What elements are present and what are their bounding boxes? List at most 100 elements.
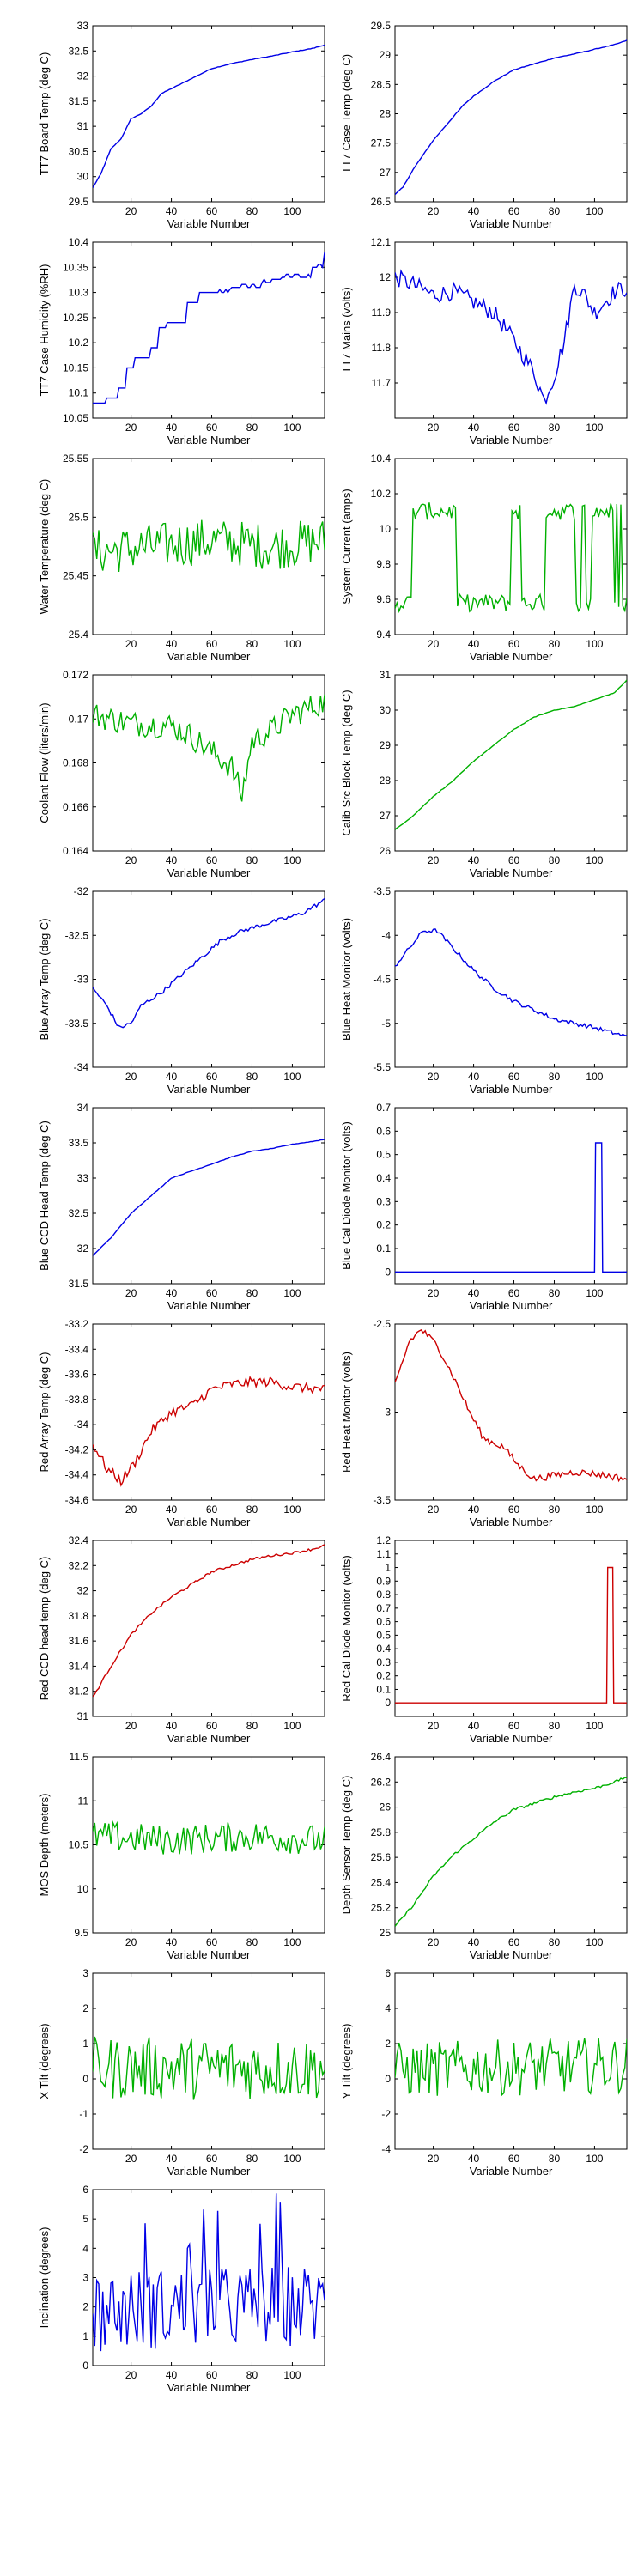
x-tick-label: 20 bbox=[428, 638, 440, 650]
y-tick-label: 31.4 bbox=[69, 1660, 89, 1672]
chart-panel-p1: 20 40 60 80 100 29.5 30 30.5 31 31.5 32 32.5 33 Varia… bbox=[38, 20, 325, 230]
x-tick-label: 40 bbox=[166, 854, 178, 866]
x-tick-label: 100 bbox=[586, 2153, 603, 2165]
y-tick-label: -3.5 bbox=[373, 885, 391, 897]
series-line bbox=[93, 2036, 325, 2100]
y-tick-label: 0.7 bbox=[376, 1602, 391, 1614]
x-tick-label: 100 bbox=[283, 1936, 301, 1948]
y-tick-label: 29 bbox=[380, 49, 392, 61]
y-tick-label: 25.5 bbox=[69, 511, 89, 523]
chart-panel-p13: 20 40 60 80 100 -34.6 -34.4 -34.2 -34 -33.8 -33.6 -… bbox=[38, 1318, 325, 1528]
y-tick-label: 32.4 bbox=[69, 1534, 89, 1546]
x-tick-label: 20 bbox=[125, 205, 137, 217]
x-tick-label: 40 bbox=[166, 2153, 178, 2165]
x-axis-label: Variable Number bbox=[470, 1516, 553, 1528]
x-tick-label: 40 bbox=[468, 1287, 480, 1299]
x-axis-label: Variable Number bbox=[167, 434, 251, 447]
y-tick-label: 31.5 bbox=[69, 1278, 89, 1290]
y-tick-label: 9.5 bbox=[74, 1927, 88, 1939]
x-tick-label: 20 bbox=[428, 1504, 440, 1516]
x-axis-label: Variable Number bbox=[167, 1083, 251, 1096]
y-tick-label: 10.15 bbox=[63, 361, 88, 374]
y-tick-label: 11.9 bbox=[372, 307, 392, 319]
x-tick-label: 100 bbox=[586, 854, 603, 866]
chart-panel-p6: 20 40 60 80 100 9.4 9.6 9.8 10 10.2 10.4 Variable N… bbox=[340, 453, 628, 663]
x-tick-label: 60 bbox=[508, 1504, 520, 1516]
y-tick-label: 1 bbox=[82, 2038, 88, 2050]
x-tick-label: 60 bbox=[206, 1936, 218, 1948]
series-line bbox=[395, 679, 627, 830]
y-tick-label: 32.5 bbox=[69, 45, 89, 57]
y-tick-label: 4 bbox=[82, 2242, 88, 2254]
x-tick-label: 40 bbox=[468, 205, 480, 217]
x-axis-label: Variable Number bbox=[167, 650, 251, 663]
x-tick-label: 100 bbox=[283, 854, 301, 866]
series-line bbox=[395, 269, 627, 405]
y-axis-label: TT7 Case Humidity (%RH) bbox=[38, 264, 51, 397]
y-tick-label: 26.4 bbox=[371, 1751, 392, 1763]
y-tick-label: -5 bbox=[381, 1018, 391, 1030]
chart-panel-p18: 20 40 60 80 100 25 25.2 25.4 25.6 25.8 26 26.2 26.4 V… bbox=[340, 1751, 628, 1961]
x-tick-label: 100 bbox=[283, 2153, 301, 2165]
y-tick-label: 31 bbox=[380, 669, 392, 681]
y-tick-label: 0.166 bbox=[63, 801, 88, 813]
chart-panel-p19: 20 40 60 80 100 -2 -1 0 1 2 3 Variable Number X Tilt… bbox=[38, 1967, 325, 2178]
x-tick-label: 80 bbox=[549, 2153, 561, 2165]
y-axis-label: Red Cal Diode Monitor (volts) bbox=[340, 1555, 353, 1702]
plot-area bbox=[92, 890, 325, 1068]
x-tick-label: 80 bbox=[246, 1720, 258, 1732]
y-tick-label: 0.9 bbox=[376, 1575, 391, 1587]
y-tick-label: 1.2 bbox=[376, 1534, 391, 1546]
y-tick-label: 0.3 bbox=[376, 1656, 391, 1668]
x-tick-label: 100 bbox=[586, 638, 603, 650]
series-line bbox=[395, 2038, 627, 2097]
x-tick-label: 60 bbox=[206, 2153, 218, 2165]
y-tick-label: 0.172 bbox=[63, 669, 88, 681]
x-tick-label: 40 bbox=[166, 1720, 178, 1732]
chart-panel-p12: 20 40 60 80 100 0 0.1 0.2 0.3 0.4 0.5 0.6 0.7 Variabl… bbox=[340, 1102, 628, 1312]
x-tick-label: 60 bbox=[206, 205, 218, 217]
y-tick-label: 12.1 bbox=[371, 236, 392, 248]
y-axis-label: TT7 Board Temp (deg C) bbox=[38, 52, 51, 176]
x-tick-label: 80 bbox=[549, 1071, 561, 1083]
chart-panel-p21: 20 40 60 80 100 0 1 2 3 4 5 6 Variable Number Inclina… bbox=[38, 2184, 325, 2394]
x-tick-label: 60 bbox=[508, 1936, 520, 1948]
chart-panel-p14: 20 40 60 80 100 -3.5 -3 -2.5 Variable Number Red … bbox=[340, 1318, 628, 1528]
y-tick-label: 0.1 bbox=[376, 1242, 391, 1255]
x-tick-label: 20 bbox=[428, 1287, 440, 1299]
series-line bbox=[395, 1142, 627, 1273]
x-axis-label: Variable Number bbox=[167, 2165, 251, 2178]
x-axis-label: Variable Number bbox=[470, 2165, 553, 2178]
y-tick-label: 11 bbox=[78, 1795, 89, 1807]
y-tick-label: 1.1 bbox=[376, 1548, 391, 1560]
plot-area bbox=[92, 241, 325, 419]
y-tick-label: 26 bbox=[380, 1801, 392, 1814]
x-tick-label: 60 bbox=[508, 422, 520, 434]
x-tick-label: 60 bbox=[206, 2369, 218, 2381]
x-tick-label: 20 bbox=[428, 1936, 440, 1948]
y-tick-label: 3 bbox=[82, 2272, 88, 2284]
y-tick-label: 10.25 bbox=[63, 312, 88, 324]
x-tick-label: 100 bbox=[283, 638, 301, 650]
y-tick-label: 10.5 bbox=[69, 1839, 89, 1851]
x-tick-label: 80 bbox=[549, 1287, 561, 1299]
y-tick-label: 2 bbox=[385, 2038, 391, 2050]
y-tick-label: 10 bbox=[77, 1883, 89, 1895]
x-tick-label: 100 bbox=[586, 1720, 603, 1732]
x-tick-label: 80 bbox=[549, 205, 561, 217]
y-tick-label: 10.3 bbox=[69, 287, 89, 299]
series-line bbox=[93, 2193, 325, 2352]
x-tick-label: 80 bbox=[549, 638, 561, 650]
x-tick-label: 60 bbox=[508, 1071, 520, 1083]
x-tick-label: 60 bbox=[508, 854, 520, 866]
y-tick-label: 0.4 bbox=[376, 1172, 391, 1184]
y-axis-label: Blue Array Temp (deg C) bbox=[38, 918, 51, 1040]
x-tick-label: 80 bbox=[246, 1936, 258, 1948]
x-tick-label: 40 bbox=[468, 1936, 480, 1948]
y-tick-label: 26.2 bbox=[371, 1776, 392, 1788]
chart-panel-p16: 20 40 60 80 10000.10.20.30.40.50.60.70.80.91… bbox=[340, 1534, 628, 1745]
series-line bbox=[93, 1544, 325, 1698]
y-tick-label: -34 bbox=[74, 1061, 89, 1073]
y-axis-label: Depth Sensor Temp (deg C) bbox=[340, 1776, 353, 1915]
